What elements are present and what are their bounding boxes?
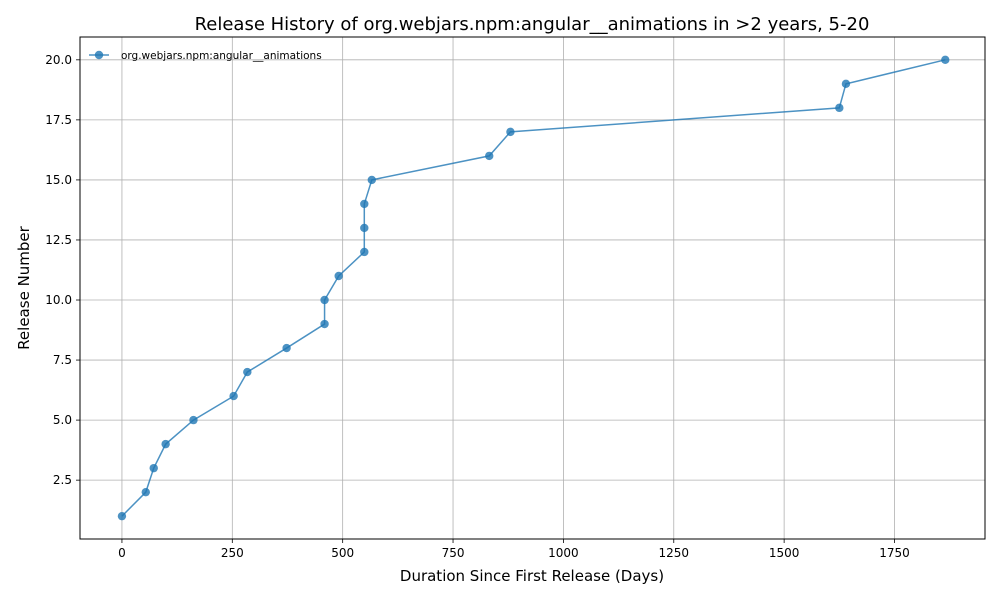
data-point [320, 295, 329, 305]
x-tick-label: 1750 [879, 546, 910, 560]
y-tick-label: 12.5 [45, 233, 72, 247]
legend-label: org.webjars.npm:angular__animations [121, 50, 322, 62]
data-point [941, 55, 950, 65]
x-tick-label: 1500 [769, 546, 800, 560]
data-point [367, 175, 377, 185]
x-tick-label: 250 [221, 546, 244, 560]
x-tick-label: 500 [331, 546, 354, 560]
data-point [161, 439, 170, 449]
y-tick-label: 20.0 [45, 53, 72, 67]
y-tick-label: 2.5 [53, 473, 72, 487]
data-point [485, 151, 494, 161]
data-point [841, 79, 851, 89]
legend-dot-marker [94, 50, 104, 60]
x-tick-label: 1000 [548, 546, 579, 560]
data-point [360, 247, 369, 257]
data-point [149, 463, 158, 473]
data-point [282, 343, 291, 353]
data-point [229, 391, 238, 401]
plot-frame [79, 36, 986, 540]
y-tick-label: 15.0 [45, 173, 72, 187]
data-point [360, 199, 369, 209]
plot-area [80, 37, 985, 539]
data-point [189, 415, 198, 425]
x-tick-label: 1250 [658, 546, 689, 560]
data-point [117, 511, 127, 521]
y-tick-label: 10.0 [45, 293, 72, 307]
data-point [141, 487, 150, 497]
series-line [121, 59, 946, 517]
data-point [243, 367, 252, 377]
y-axis-title: Release Number [15, 225, 33, 349]
chart-title: Release History of org.webjars.npm:angul… [195, 14, 870, 35]
series-layer [117, 55, 950, 521]
data-point [360, 223, 369, 233]
grid-lines [80, 37, 985, 539]
data-point [835, 103, 844, 113]
y-tick-label: 17.5 [45, 113, 72, 127]
x-tick-label: 0 [118, 546, 126, 560]
axis-ticks: 0 250 500 750 1000 1250 1500 1750 2.5 5.0 7.5 10.0 1… [45, 53, 909, 560]
x-axis-title: Duration Since First Release (Days) [400, 567, 664, 585]
data-point [334, 271, 343, 281]
data-point [320, 319, 329, 329]
x-tick-label: 750 [442, 546, 465, 560]
data-point [506, 127, 515, 137]
y-tick-label: 7.5 [53, 353, 72, 367]
y-tick-label: 5.0 [53, 413, 72, 427]
legend: org.webjars.npm:angular__animations [89, 50, 322, 62]
